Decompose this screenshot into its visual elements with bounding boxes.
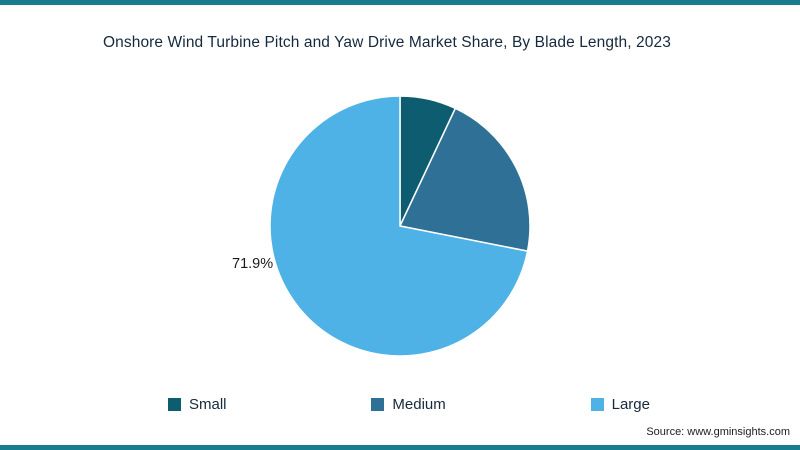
- pie-chart-container: [260, 86, 540, 366]
- legend-item-large: Large: [590, 396, 650, 413]
- pie-slice-large: [269, 95, 529, 357]
- legend-swatch: [371, 398, 385, 411]
- pie-slice-medium: [398, 107, 531, 253]
- legend-label-medium: Medium: [392, 396, 446, 413]
- legend-item-medium: Medium: [371, 396, 446, 413]
- legend-swatch: [590, 398, 604, 411]
- legend: Small Medium Large: [168, 396, 650, 413]
- bottom-accent-bar: [0, 445, 800, 450]
- legend-label-large: Large: [611, 396, 650, 413]
- source-attribution: Source: www.gminsights.com: [646, 426, 790, 438]
- legend-item-small: Small: [168, 396, 227, 413]
- chart-title: Onshore Wind Turbine Pitch and Yaw Drive…: [103, 34, 671, 51]
- pie-chart: [269, 95, 531, 357]
- legend-label-small: Small: [189, 396, 227, 413]
- top-accent-bar: [0, 0, 800, 5]
- pie-data-label-large: 71.9%: [232, 256, 274, 272]
- legend-swatch: [168, 398, 181, 411]
